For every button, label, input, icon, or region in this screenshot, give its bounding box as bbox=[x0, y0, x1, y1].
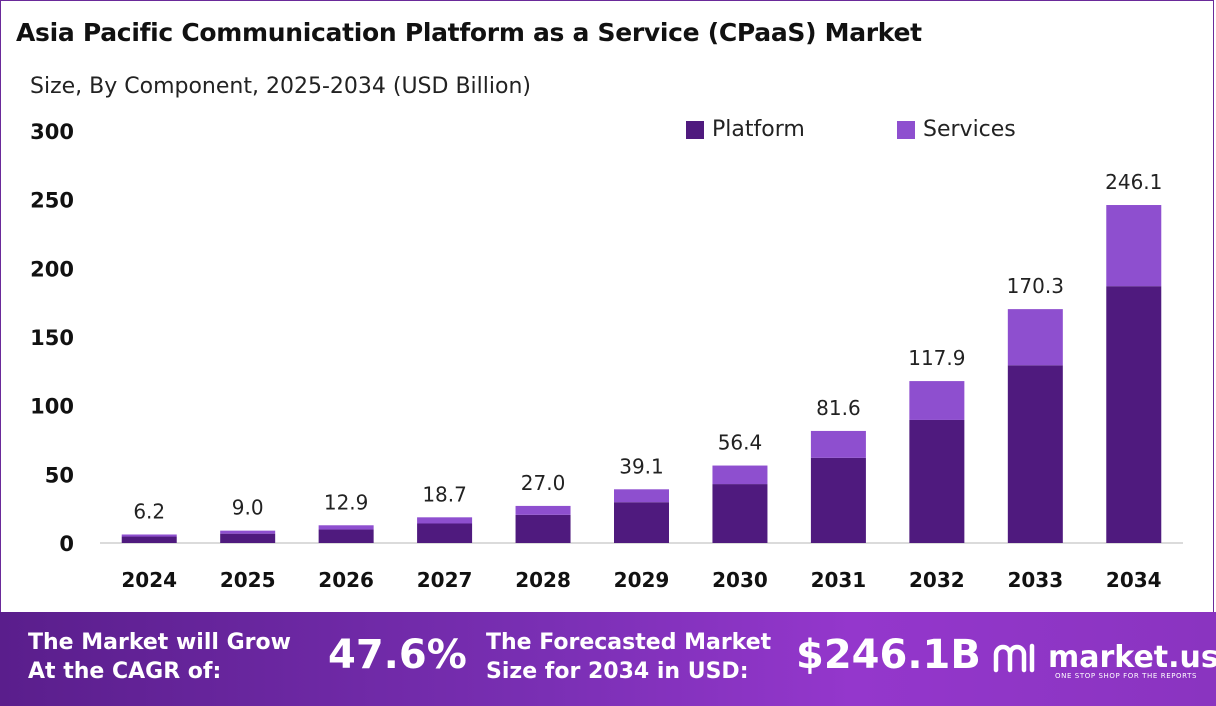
y-tick-label-0: 0 bbox=[59, 532, 74, 556]
market-us-logo-icon bbox=[993, 643, 1035, 673]
bar-platform-2031 bbox=[810, 457, 866, 543]
brand-tagline: ONE STOP SHOP FOR THE REPORTS bbox=[1055, 672, 1198, 680]
x-tick-label-2026: 2026 bbox=[318, 568, 374, 592]
y-tick-label-100: 100 bbox=[30, 395, 74, 419]
y-tick-label-50: 50 bbox=[45, 463, 74, 487]
forecast-label-line2: Size for 2034 in USD: bbox=[486, 659, 749, 684]
brand-logo: market.us bbox=[992, 640, 1216, 676]
bar-services-2027 bbox=[417, 517, 473, 524]
y-tick-label-250: 250 bbox=[30, 189, 74, 213]
y-tick-label-300: 300 bbox=[30, 120, 74, 144]
bar-platform-2032 bbox=[909, 419, 965, 543]
x-tick-label-2024: 2024 bbox=[121, 568, 177, 592]
forecast-label: The Forecasted Market Size for 2034 in U… bbox=[486, 628, 771, 686]
data-label-2028: 27.0 bbox=[521, 471, 566, 495]
bar-platform-2027 bbox=[417, 523, 473, 543]
data-label-2030: 56.4 bbox=[718, 431, 763, 455]
legend-item-platform: Platform bbox=[686, 117, 805, 142]
x-tick-label-2034: 2034 bbox=[1106, 568, 1162, 592]
bar-services-2028 bbox=[515, 505, 571, 515]
data-label-2024: 6.2 bbox=[133, 499, 165, 523]
bar-platform-2030 bbox=[712, 484, 768, 543]
x-tick-label-2027: 2027 bbox=[417, 568, 473, 592]
data-label-2027: 18.7 bbox=[422, 482, 467, 506]
data-label-2029: 39.1 bbox=[619, 454, 664, 478]
legend-item-services: Services bbox=[897, 117, 1016, 142]
bar-platform-2029 bbox=[614, 502, 669, 543]
bar-services-2029 bbox=[614, 489, 669, 503]
bar-platform-2033 bbox=[1007, 365, 1063, 543]
cagr-label-line1: The Market will Grow bbox=[28, 630, 291, 655]
cagr-value: 47.6% bbox=[328, 632, 467, 678]
x-tick-label-2030: 2030 bbox=[712, 568, 768, 592]
bar-services-2024 bbox=[121, 534, 177, 537]
chart-title: Asia Pacific Communication Platform as a… bbox=[16, 18, 922, 47]
data-label-2034: 246.1 bbox=[1105, 170, 1162, 194]
bar-services-2030 bbox=[712, 465, 768, 485]
data-label-2031: 81.6 bbox=[816, 396, 861, 420]
x-tick-label-2031: 2031 bbox=[811, 568, 867, 592]
bar-platform-2034 bbox=[1106, 286, 1162, 543]
bar-platform-2025 bbox=[220, 533, 276, 543]
bar-services-2032 bbox=[909, 381, 965, 420]
bar-platform-2024 bbox=[121, 536, 177, 543]
bar-platform-2026 bbox=[318, 529, 374, 543]
x-tick-label-2029: 2029 bbox=[614, 568, 670, 592]
bar-services-2033 bbox=[1007, 309, 1063, 366]
data-label-2026: 12.9 bbox=[324, 490, 369, 514]
legend-label-platform: Platform bbox=[712, 117, 805, 142]
x-tick-label-2028: 2028 bbox=[515, 568, 571, 592]
x-tick-label-2032: 2032 bbox=[909, 568, 965, 592]
bar-services-2026 bbox=[318, 525, 374, 530]
cagr-label-line2: At the CAGR of: bbox=[28, 659, 222, 684]
footer-banner: The Market will Grow At the CAGR of: 47.… bbox=[0, 612, 1216, 706]
x-tick-label-2033: 2033 bbox=[1007, 568, 1063, 592]
chart-frame bbox=[0, 0, 1214, 612]
legend-swatch-platform bbox=[686, 120, 704, 139]
forecast-value: $246.1B bbox=[796, 632, 981, 678]
brand-name: market.us bbox=[1048, 640, 1216, 675]
data-label-2032: 117.9 bbox=[908, 346, 965, 370]
cagr-label: The Market will Grow At the CAGR of: bbox=[28, 628, 291, 686]
x-tick-label-2025: 2025 bbox=[220, 568, 276, 592]
y-tick-label-150: 150 bbox=[30, 326, 74, 350]
forecast-label-line1: The Forecasted Market bbox=[486, 630, 772, 655]
legend-swatch-services bbox=[897, 120, 915, 139]
bar-platform-2028 bbox=[515, 514, 571, 543]
data-label-2033: 170.3 bbox=[1007, 274, 1064, 298]
legend-label-services: Services bbox=[923, 117, 1016, 142]
bar-services-2025 bbox=[220, 530, 276, 534]
bar-chart: 0 50 100 150 200 250 300 6.2 2024 9.0 2025 12.9 2026… bbox=[30, 120, 1183, 592]
chart-subtitle: Size, By Component, 2025-2034 (USD Billi… bbox=[30, 74, 531, 99]
bar-services-2031 bbox=[810, 430, 866, 458]
bar-services-2034 bbox=[1106, 205, 1162, 287]
data-label-2025: 9.0 bbox=[232, 496, 264, 520]
y-tick-label-200: 200 bbox=[30, 257, 74, 281]
